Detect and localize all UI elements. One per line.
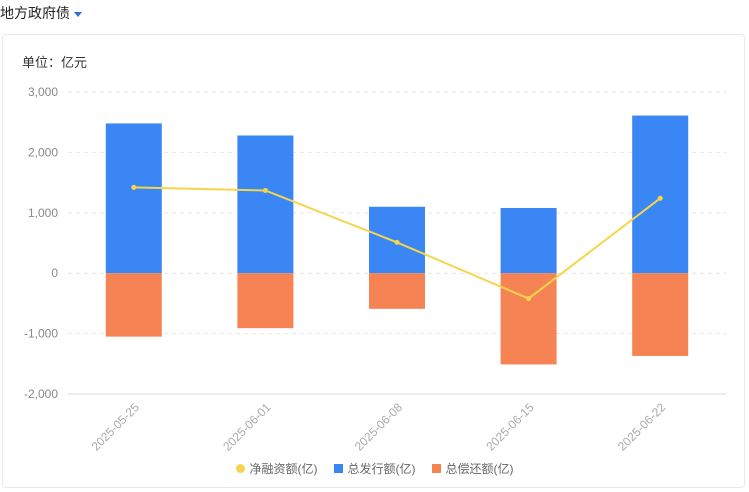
legend: 净融资额(亿) 总发行额(亿) 总偿还额(亿) — [0, 460, 749, 477]
legend-swatch-repayment — [431, 464, 441, 473]
legend-swatch-issuance — [333, 464, 343, 473]
net-financing-point — [394, 239, 400, 245]
y-tick-label: 3,000 — [28, 85, 58, 99]
bar-issuance — [237, 135, 294, 274]
net-financing-point — [262, 187, 268, 193]
bar-repayment — [632, 273, 689, 356]
bar-repayment — [105, 273, 162, 337]
legend-label-issuance: 总发行额(亿) — [347, 462, 416, 476]
y-tick-label: 1,000 — [28, 206, 58, 220]
bar-repayment — [237, 273, 294, 329]
y-tick-label: -2,000 — [24, 387, 58, 401]
page-title: 地方政府债 — [0, 5, 70, 21]
y-tick-label: -1,000 — [24, 327, 58, 341]
caret-down-icon — [74, 11, 82, 17]
legend-label-repayment: 总偿还额(亿) — [445, 462, 514, 476]
net-financing-point — [657, 195, 663, 201]
net-financing-point — [131, 184, 137, 190]
bar-issuance — [105, 123, 162, 274]
legend-item-issuance[interactable]: 总发行额(亿) — [333, 460, 416, 477]
bar-issuance — [632, 115, 689, 274]
x-tick-label: 2025-06-15 — [483, 400, 537, 454]
legend-item-net[interactable]: 净融资额(亿) — [235, 460, 318, 477]
x-tick-label: 2025-06-01 — [220, 400, 274, 454]
net-financing-point — [526, 296, 532, 302]
x-tick-label: 2025-05-25 — [89, 400, 143, 454]
legend-item-repayment[interactable]: 总偿还额(亿) — [431, 460, 514, 477]
unit-label: 单位：亿元 — [22, 55, 88, 70]
legend-swatch-net — [235, 464, 245, 473]
x-tick-label: 2025-06-22 — [615, 400, 669, 454]
bar-repayment — [500, 273, 557, 365]
y-tick-label: 2,000 — [28, 145, 58, 159]
title-dropdown[interactable]: 地方政府债 — [0, 2, 82, 24]
bar-issuance — [500, 207, 557, 274]
y-tick-label: 0 — [51, 266, 58, 280]
legend-label-net: 净融资额(亿) — [249, 462, 318, 476]
bar-repayment — [369, 273, 425, 309]
x-tick-label: 2025-06-08 — [352, 400, 406, 454]
